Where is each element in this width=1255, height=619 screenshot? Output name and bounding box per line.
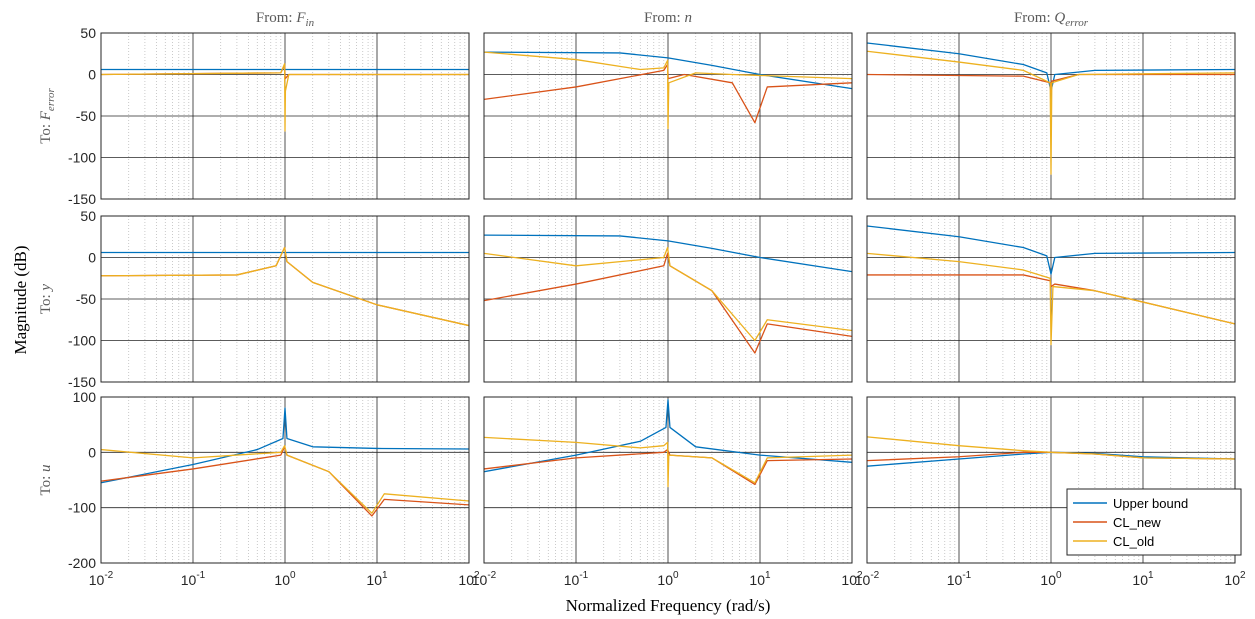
- x-tick-label: 102: [1224, 570, 1246, 588]
- y-tick-label: -100: [68, 333, 96, 349]
- x-tick-label: 10-1: [564, 570, 589, 588]
- x-tick-label: 100: [657, 570, 679, 588]
- y-tick-label: -100: [68, 150, 96, 166]
- y-tick-label: 50: [80, 25, 96, 41]
- legend: Upper bound CL_new CL_old: [1066, 488, 1242, 556]
- panel-r1-c1: [483, 215, 853, 383]
- panels-layer: [100, 32, 1236, 564]
- x-tick-label: 101: [749, 570, 771, 588]
- series-line-upper-bound: [484, 51, 852, 90]
- y-axis-label: Magnitude (dB): [11, 245, 30, 354]
- panel-r0-c0: [100, 32, 470, 200]
- panel-frame: [483, 215, 853, 383]
- series-line-cl-old: [867, 436, 1235, 460]
- y-tick-label: -100: [68, 500, 96, 516]
- series-line-cl-old: [101, 445, 469, 514]
- panel-r0-c2: [866, 32, 1236, 200]
- series-line-upper-bound: [484, 399, 852, 473]
- series-line-cl-old: [101, 246, 469, 327]
- row-title: To: u: [38, 464, 54, 495]
- x-tick-label: 10-2: [855, 570, 880, 588]
- panel-r1-c0: [100, 215, 470, 383]
- y-tick-label: -150: [68, 374, 96, 390]
- legend-entry: Upper bound: [1113, 496, 1188, 511]
- panel-r2-c1: [483, 396, 853, 564]
- row-title: To: y: [38, 284, 54, 315]
- labels-layer: 500-50-100-150500-50-100-1501000-100-200…: [11, 10, 1246, 615]
- series-line-cl-old: [101, 63, 469, 132]
- panel-frame: [866, 396, 1236, 564]
- series-line-upper-bound: [101, 407, 469, 484]
- y-tick-label: 0: [88, 444, 96, 460]
- series-line-upper-bound: [484, 234, 852, 273]
- row-title: To: Ferror: [38, 88, 57, 144]
- legend-entry: CL_old: [1113, 534, 1154, 549]
- y-tick-label: -50: [76, 108, 96, 124]
- series-line-cl-old: [867, 252, 1235, 346]
- x-tick-label: 102: [841, 570, 863, 588]
- y-tick-label: -50: [76, 291, 96, 307]
- panel-frame: [483, 396, 853, 564]
- column-title: From: Fin: [256, 10, 315, 29]
- x-tick-label: 10-2: [89, 570, 114, 588]
- x-tick-label: 10-1: [181, 570, 206, 588]
- series-line-upper-bound: [867, 225, 1235, 275]
- series-line-cl-old: [484, 436, 852, 488]
- legend-entry: CL_new: [1113, 515, 1161, 530]
- panel-frame: [483, 32, 853, 200]
- x-axis-label: Normalized Frequency (rad/s): [566, 596, 771, 615]
- series-line-cl-new: [484, 63, 852, 124]
- x-tick-label: 100: [1040, 570, 1062, 588]
- y-tick-label: 100: [73, 389, 97, 405]
- panel-frame: [100, 32, 470, 200]
- y-tick-label: 0: [88, 67, 96, 83]
- series-line-cl-old: [484, 246, 852, 342]
- series-line-cl-old: [867, 50, 1235, 175]
- panel-r2-c0: [100, 396, 470, 564]
- y-tick-label: -200: [68, 555, 96, 571]
- panel-r0-c1: [483, 32, 853, 200]
- column-title: From: Qerror: [1014, 10, 1089, 29]
- y-tick-label: -150: [68, 191, 96, 207]
- x-tick-label: 102: [458, 570, 480, 588]
- x-tick-label: 101: [366, 570, 388, 588]
- x-tick-label: 101: [1132, 570, 1154, 588]
- x-tick-label: 10-1: [947, 570, 972, 588]
- panel-frame: [100, 215, 470, 383]
- y-tick-label: 0: [88, 250, 96, 266]
- column-title: From: n: [644, 10, 692, 26]
- panel-frame: [866, 215, 1236, 383]
- panel-r1-c2: [866, 215, 1236, 383]
- y-tick-label: 50: [80, 208, 96, 224]
- x-tick-label: 100: [274, 570, 296, 588]
- series-line-cl-old: [484, 51, 852, 130]
- x-tick-label: 10-2: [472, 570, 497, 588]
- panel-frame: [100, 396, 470, 564]
- panel-frame: [866, 32, 1236, 200]
- panel-r2-c2: [866, 396, 1236, 564]
